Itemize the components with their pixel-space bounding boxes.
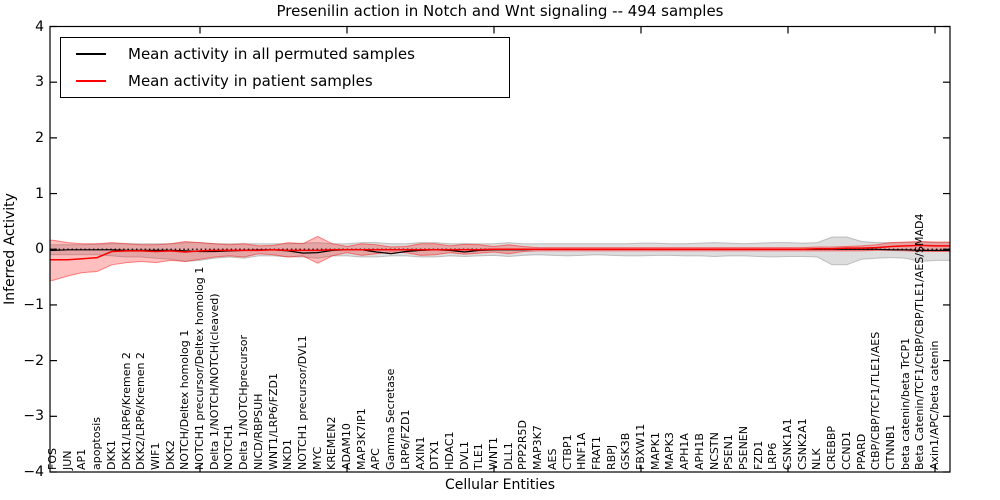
x-tick-label: APH1A <box>678 433 692 470</box>
x-tick-label: DLL1 <box>501 442 515 470</box>
x-tick-label: Gamma Secretase <box>384 368 398 470</box>
x-tick-label: Axin1/APC/beta catenin <box>928 340 941 470</box>
x-tick-label: MAP3K7IP1 <box>354 408 368 470</box>
x-tick-label: MAPK3 <box>663 432 677 470</box>
y-tick-label: 2 <box>35 129 44 146</box>
patient-mean-line <box>50 244 950 261</box>
x-tick-label: CREBBP <box>825 426 839 470</box>
x-tick-label: PPP2R5D <box>516 419 530 470</box>
x-tick-label: FZD1 <box>751 440 765 470</box>
x-tick-label: AP1 <box>75 448 89 470</box>
x-tick-label: NOTCH1 <box>222 424 236 470</box>
x-tick-label: MYC <box>310 446 324 470</box>
y-tick-label: −1 <box>23 296 44 313</box>
x-tick-label: FBXW11 <box>634 423 647 470</box>
y-tick-label: −4 <box>23 464 44 480</box>
legend: Mean activity in all permuted samples Me… <box>60 37 510 98</box>
x-tick-label: CTBP1 <box>560 434 574 470</box>
x-tick-label: PPARD <box>854 433 868 470</box>
x-tick-label: FRAT1 <box>589 436 603 470</box>
x-tick-label: beta catenin/beta TrCP1 <box>898 337 912 470</box>
x-tick-label: APC <box>369 448 383 470</box>
x-tick-label: AXIN1 <box>413 436 427 470</box>
x-tick-label: ADAM10 <box>340 423 353 470</box>
x-tick-label: PSEN1 <box>722 434 736 470</box>
y-tick-label: −2 <box>23 352 44 369</box>
y-tick-label: 3 <box>35 74 44 91</box>
y-tick-label: 4 <box>35 18 44 35</box>
x-tick-label: CSNK1A1 <box>781 418 794 470</box>
x-tick-label: MAP3K7 <box>531 425 545 470</box>
x-tick-label: DTX1 <box>428 440 442 470</box>
x-tick-label: Delta 1/NOTCH/NOTCH(cleaved) <box>207 293 221 470</box>
x-tick-label: DKK2/LRP6/Kremen 2 <box>134 352 148 470</box>
x-tick-label: PSENEN <box>736 426 750 470</box>
x-tick-label: FOS <box>46 448 59 470</box>
x-tick-label: LRP6/FZD1 <box>398 409 412 470</box>
x-axis-label: Cellular Entities <box>444 477 556 493</box>
y-tick-label: −3 <box>23 408 44 425</box>
x-tick-label: MAPK1 <box>648 432 662 470</box>
x-tick-label: CtBP/CBP/TCF1/TLE1/AES <box>869 331 883 470</box>
x-tick-label: JUN <box>60 450 74 470</box>
x-tick-label: WNT1 <box>487 437 500 470</box>
x-tick-label: apoptosis <box>90 417 104 470</box>
x-tick-label: APH1B <box>692 433 706 470</box>
x-tick-label: NOTCH/Deltex homolog 1 <box>178 329 192 470</box>
x-tick-label: DVL1 <box>457 441 471 470</box>
x-tick-label: CTNNB1 <box>883 424 897 470</box>
y-tick-label: 0 <box>35 241 44 258</box>
chart-title: Presenilin action in Notch and Wnt signa… <box>276 2 724 20</box>
x-tick-label: AES <box>545 448 559 470</box>
legend-label: Mean activity in patient samples <box>128 72 373 90</box>
series-lines <box>50 244 950 261</box>
axes-frame <box>49 25 951 473</box>
x-tick-label: DKK1/LRP6/Kremen 2 <box>119 352 133 470</box>
legend-item-permuted: Mean activity in all permuted samples <box>61 44 509 64</box>
legend-item-patient: Mean activity in patient samples <box>61 71 509 91</box>
x-tick-label: CCND1 <box>839 430 853 470</box>
x-tick-label: LRP6 <box>766 442 780 470</box>
legend-label: Mean activity in all permuted samples <box>128 45 415 63</box>
x-tick-label: RBPJ <box>604 444 618 470</box>
x-tick-label: HNF1A <box>575 432 589 470</box>
x-tick-label: Delta 1/NOTCHprecursor <box>237 334 251 470</box>
x-tick-label: TLE1 <box>472 443 486 470</box>
x-tick-label: NOTCH1 precursor/Deltex homolog 1 <box>193 266 206 470</box>
x-tick-label: GSK3B <box>619 432 633 470</box>
x-tick-label: DKK1 <box>104 440 118 470</box>
y-tick-label: 1 <box>35 185 44 202</box>
x-tick-label: HDAC1 <box>442 431 456 470</box>
x-tick-label: NLK <box>810 448 824 470</box>
x-tick-label: Beta Catenin/TCF1/CtBP/CBP/TLE1/AES/SMAD… <box>913 213 927 470</box>
legend-line-sample-black <box>76 53 106 55</box>
x-tick-label: WIF1 <box>148 442 162 470</box>
x-tick-label: WNT1/LRP6/FZD1 <box>266 373 280 470</box>
x-tick-label: NKD1 <box>281 439 295 470</box>
x-tick-label: CSNK2A1 <box>795 418 809 470</box>
confidence-bands <box>49 235 951 281</box>
x-tick-label: NCSTN <box>707 432 721 470</box>
x-tick-label: KREMEN2 <box>325 416 339 470</box>
x-tick-label: DKK2 <box>163 440 177 470</box>
x-tick-label: NOTCH1 precursor/DVL1 <box>295 335 309 470</box>
x-tick-label: NICD/RBPSUH <box>251 393 265 470</box>
legend-line-sample-red <box>76 80 106 82</box>
